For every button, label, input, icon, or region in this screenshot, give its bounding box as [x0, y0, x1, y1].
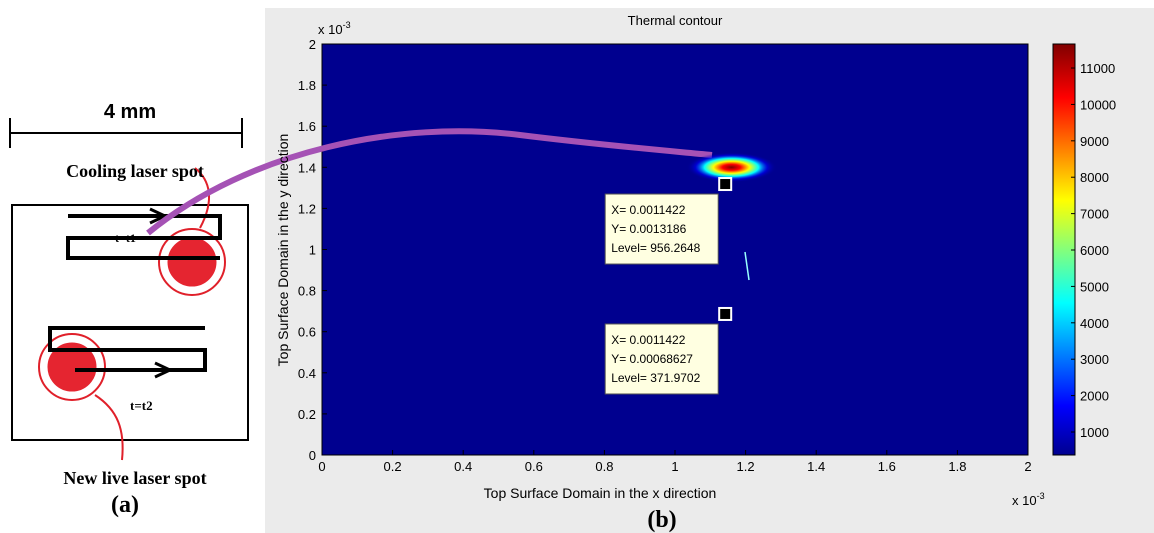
x-multiplier: x 10-3	[1012, 491, 1045, 508]
y-tick-label: 1	[309, 243, 316, 258]
x-tick-label: 0.8	[595, 459, 613, 474]
x-tick-label: 2	[1024, 459, 1031, 474]
y-axis-label: Top Surface Domain in the y direction	[275, 134, 291, 367]
colorbar-tick-label: 11000	[1080, 61, 1115, 76]
colorbar-tick-label: 9000	[1080, 134, 1109, 149]
y-tick-label: 1.6	[298, 119, 316, 134]
time-label: t=t1	[115, 231, 136, 245]
colorbar-tick-label: 1000	[1080, 425, 1109, 440]
y-tick-label: 0.8	[298, 284, 316, 299]
panel-label: (a)	[111, 492, 139, 518]
y-tick-label: 0	[309, 448, 316, 463]
x-tick-label: 0.6	[525, 459, 543, 474]
data-tip-text: Level= 371.9702	[611, 371, 700, 385]
colorbar-tick-label: 3000	[1080, 352, 1109, 367]
colorbar-tick-label: 4000	[1080, 316, 1109, 331]
colorbar-tick-label: 5000	[1080, 279, 1109, 294]
y-tick-label: 2	[309, 37, 316, 52]
colorbar-tick-label: 7000	[1080, 207, 1109, 222]
bottom-label: New live laser spot	[63, 468, 206, 488]
colorbar-tick-label: 10000	[1080, 97, 1116, 112]
x-tick-label: 0.2	[384, 459, 402, 474]
y-tick-label: 1.2	[298, 201, 316, 216]
x-tick-label: 1.4	[807, 459, 825, 474]
x-tick-label: 0	[318, 459, 325, 474]
data-tip-text: Y= 0.0013186	[611, 222, 686, 236]
hot-spot	[686, 152, 777, 183]
top-label: Cooling laser spot	[66, 161, 204, 181]
data-tip-marker	[718, 306, 733, 321]
x-tick-label: 1.2	[737, 459, 755, 474]
x-tick-label: 1.8	[948, 459, 966, 474]
data-tip	[604, 193, 719, 265]
x-tick-label: 1.6	[878, 459, 896, 474]
colorbar-tick-label: 8000	[1080, 170, 1109, 185]
y-tick-label: 1.4	[298, 160, 316, 175]
x-tick-label: 0.4	[454, 459, 472, 474]
data-tip-marker	[718, 177, 733, 192]
colorbar	[1052, 43, 1076, 456]
connector	[146, 128, 713, 236]
y-tick-label: 0.4	[298, 366, 316, 381]
colorbar-tick-label: 6000	[1080, 243, 1109, 258]
chart-title: Thermal contour	[628, 13, 723, 28]
contour-line	[744, 251, 750, 281]
data-tip-text: X= 0.0011422	[611, 333, 686, 347]
colorbar-tick-label: 2000	[1080, 389, 1109, 404]
y-tick-label: 1.8	[298, 78, 316, 93]
data-tip-text: Y= 0.00068627	[611, 352, 693, 366]
data-tip	[604, 323, 719, 395]
y-tick-label: 0.6	[298, 325, 316, 340]
panel-label: (b)	[647, 507, 676, 533]
time-label: t=t2	[130, 398, 153, 413]
data-tip-text: X= 0.0011422	[611, 203, 686, 217]
data-tip-text: Level= 956.2648	[611, 241, 700, 255]
y-tick-label: 0.2	[298, 407, 316, 422]
x-axis-label: Top Surface Domain in the x direction	[484, 485, 717, 501]
y-multiplier: x 10-3	[318, 20, 351, 37]
x-tick-label: 1	[671, 459, 678, 474]
width-label: 4 mm	[104, 101, 156, 123]
